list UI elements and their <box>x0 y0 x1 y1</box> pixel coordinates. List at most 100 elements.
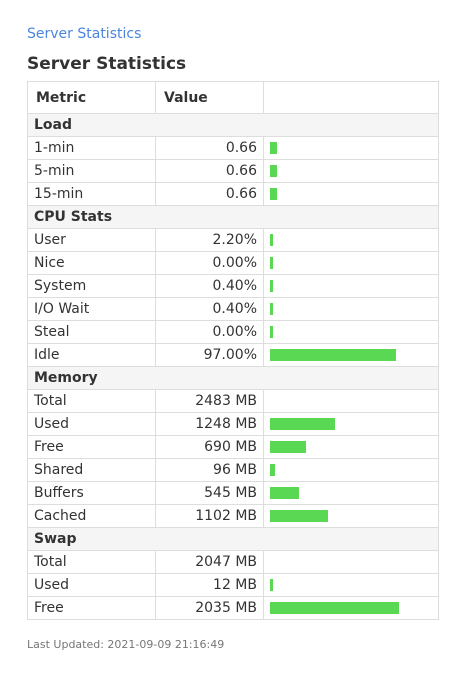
table-row: 5-min 0.66 <box>27 159 439 183</box>
usage-bar <box>270 441 306 453</box>
section-header-row: Memory <box>27 366 439 390</box>
metric-label: 5-min <box>27 159 156 183</box>
table-row: 15-min 0.66 <box>27 182 439 206</box>
table-body: Load 1-min 0.66 5-min 0.66 15-min 0.66 CPU Stat… <box>27 113 439 620</box>
usage-bar-cell <box>263 458 439 482</box>
table-row: Used 12 MB <box>27 573 439 597</box>
metric-label: Steal <box>27 320 156 344</box>
usage-bar-cell <box>263 159 439 183</box>
bar-column-header <box>263 81 439 114</box>
usage-bar-cell <box>263 274 439 298</box>
metric-label: Total <box>27 550 156 574</box>
usage-bar-cell <box>263 573 439 597</box>
server-stats-table: Metric Value Load 1-min 0.66 5-min 0.66 15-mi… <box>27 81 439 620</box>
metric-value: 2047 MB <box>155 550 264 574</box>
usage-bar-cell <box>263 435 439 459</box>
metric-value: 0.40% <box>155 297 264 321</box>
metric-value: 1248 MB <box>155 412 264 436</box>
usage-bar <box>270 326 273 338</box>
metric-value: 2483 MB <box>155 389 264 413</box>
metric-value: 0.40% <box>155 274 264 298</box>
metric-label: Free <box>27 435 156 459</box>
usage-bar-cell <box>263 136 439 160</box>
usage-bar-cell <box>263 228 439 252</box>
metric-label: 15-min <box>27 182 156 206</box>
metric-value: 0.66 <box>155 159 264 183</box>
table-row: Steal 0.00% <box>27 320 439 344</box>
usage-bar <box>270 280 273 292</box>
last-updated-text: Last Updated: 2021-09-09 21:16:49 <box>27 638 225 651</box>
table-row: 1-min 0.66 <box>27 136 439 160</box>
usage-bar-cell <box>263 481 439 505</box>
usage-bar-cell <box>263 251 439 275</box>
metric-value: 2035 MB <box>155 596 264 620</box>
usage-bar-cell <box>263 297 439 321</box>
metric-label: Idle <box>27 343 156 367</box>
metric-label: Buffers <box>27 481 156 505</box>
usage-bar-cell <box>263 320 439 344</box>
table-row: Cached 1102 MB <box>27 504 439 528</box>
section-title: CPU Stats <box>27 205 439 229</box>
usage-bar <box>270 579 273 591</box>
section-header-row: CPU Stats <box>27 205 439 229</box>
table-row: User 2.20% <box>27 228 439 252</box>
metric-value: 2.20% <box>155 228 264 252</box>
table-row: System 0.40% <box>27 274 439 298</box>
usage-bar <box>270 303 273 315</box>
usage-bar <box>270 234 273 246</box>
usage-bar <box>270 418 335 430</box>
usage-bar <box>270 165 277 177</box>
metric-label: 1-min <box>27 136 156 160</box>
metric-value: 0.00% <box>155 251 264 275</box>
table-row: Total 2483 MB <box>27 389 439 413</box>
usage-bar <box>270 188 277 200</box>
table-header-row: Metric Value <box>27 81 439 114</box>
metric-label: System <box>27 274 156 298</box>
metric-value: 12 MB <box>155 573 264 597</box>
usage-bar-cell <box>263 596 439 620</box>
metric-value: 545 MB <box>155 481 264 505</box>
metric-label: Used <box>27 573 156 597</box>
table-row: Free 2035 MB <box>27 596 439 620</box>
table-row: Nice 0.00% <box>27 251 439 275</box>
table-row: Total 2047 MB <box>27 550 439 574</box>
usage-bar-cell <box>263 550 439 574</box>
usage-bar <box>270 487 299 499</box>
metric-label: I/O Wait <box>27 297 156 321</box>
usage-bar-cell <box>263 343 439 367</box>
breadcrumb-link[interactable]: Server Statistics <box>27 26 142 42</box>
metric-column-header: Metric <box>27 81 156 114</box>
usage-bar <box>270 510 328 522</box>
usage-bar <box>270 464 275 476</box>
metric-value: 0.00% <box>155 320 264 344</box>
section-title: Swap <box>27 527 439 551</box>
usage-bar <box>270 257 273 269</box>
section-title: Load <box>27 113 439 137</box>
metric-label: User <box>27 228 156 252</box>
metric-label: Total <box>27 389 156 413</box>
usage-bar <box>270 602 399 614</box>
usage-bar-cell <box>263 389 439 413</box>
metric-label: Shared <box>27 458 156 482</box>
section-header-row: Swap <box>27 527 439 551</box>
table-row: Free 690 MB <box>27 435 439 459</box>
page-title: Server Statistics <box>27 54 187 74</box>
section-header-row: Load <box>27 113 439 137</box>
table-row: I/O Wait 0.40% <box>27 297 439 321</box>
value-column-header: Value <box>155 81 264 114</box>
metric-value: 0.66 <box>155 182 264 206</box>
usage-bar <box>270 142 277 154</box>
usage-bar-cell <box>263 412 439 436</box>
section-title: Memory <box>27 366 439 390</box>
metric-value: 0.66 <box>155 136 264 160</box>
metric-value: 96 MB <box>155 458 264 482</box>
table-row: Shared 96 MB <box>27 458 439 482</box>
metric-value: 1102 MB <box>155 504 264 528</box>
table-row: Used 1248 MB <box>27 412 439 436</box>
table-row: Idle 97.00% <box>27 343 439 367</box>
metric-value: 97.00% <box>155 343 264 367</box>
usage-bar-cell <box>263 182 439 206</box>
usage-bar <box>270 349 396 361</box>
metric-label: Free <box>27 596 156 620</box>
metric-label: Nice <box>27 251 156 275</box>
